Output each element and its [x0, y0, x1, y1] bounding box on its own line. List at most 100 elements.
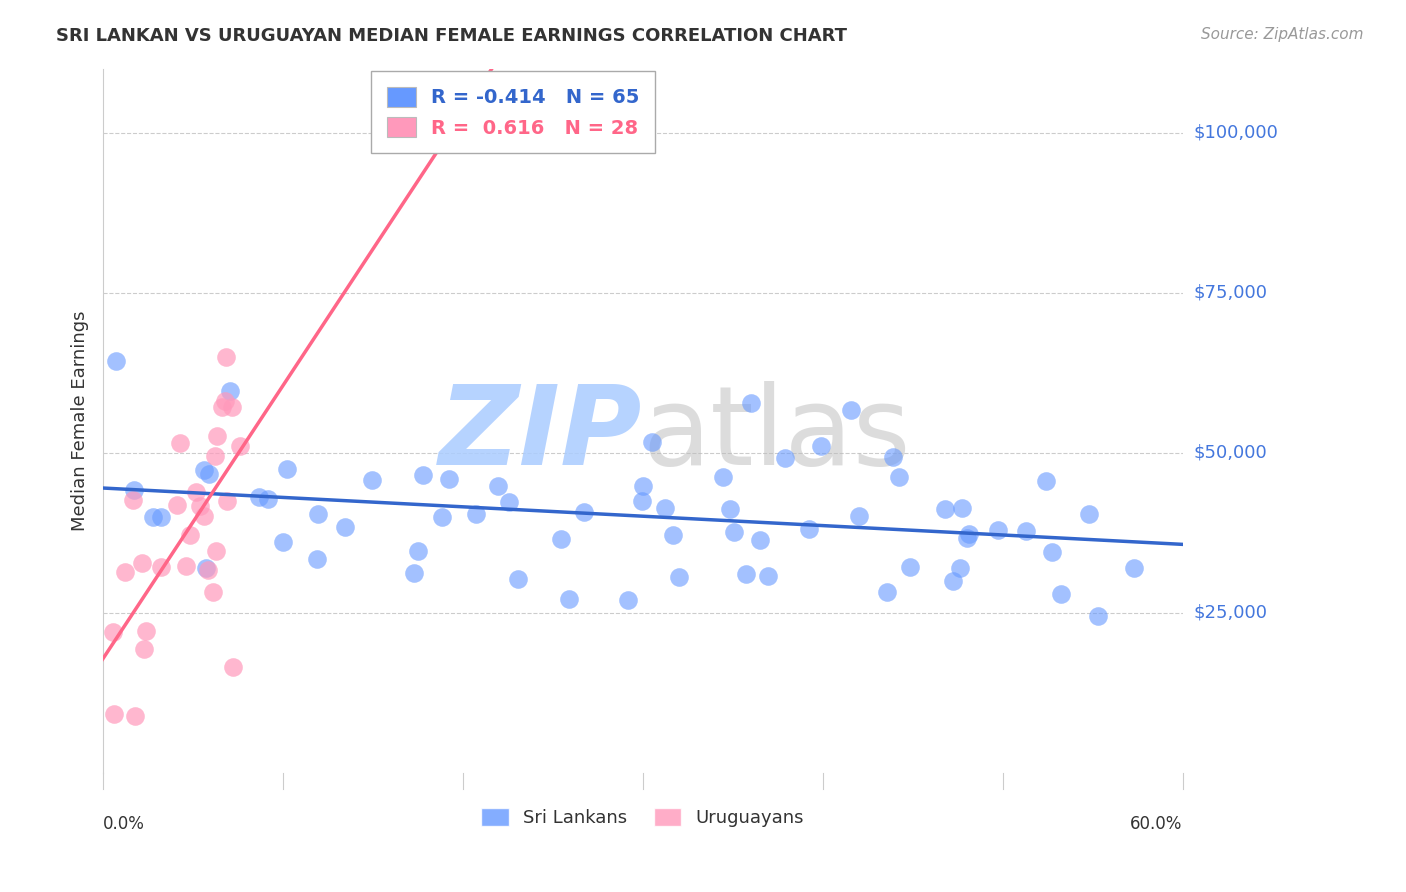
Point [718, 502, 741, 516]
Point [194, 561, 217, 575]
Point [184, 484, 207, 499]
Point [641, 435, 664, 450]
Point [122, 492, 145, 507]
Point [135, 624, 157, 639]
Point [188, 499, 211, 513]
Point [105, 354, 128, 368]
Point [103, 707, 125, 722]
Text: $75,000: $75,000 [1194, 284, 1268, 301]
Text: $25,000: $25,000 [1194, 604, 1268, 622]
Point [222, 660, 245, 674]
Point [934, 502, 956, 516]
Point [124, 708, 146, 723]
Point [221, 400, 243, 414]
Point [956, 531, 979, 545]
Point [1040, 544, 1063, 558]
Point [257, 491, 280, 506]
Point [412, 467, 434, 482]
Point [839, 403, 862, 417]
Point [205, 429, 228, 443]
Text: ZIP: ZIP [439, 381, 643, 488]
Text: $50,000: $50,000 [1194, 443, 1267, 462]
Point [193, 508, 215, 523]
Point [1035, 474, 1057, 488]
Point [229, 439, 252, 453]
Point [103, 624, 125, 639]
Point [756, 569, 779, 583]
Point [179, 528, 201, 542]
Point [617, 592, 640, 607]
Point [402, 566, 425, 580]
Point [950, 500, 973, 515]
Point [464, 508, 486, 522]
Point [631, 479, 654, 493]
Point [949, 560, 972, 574]
Point [734, 566, 756, 581]
Text: Source: ZipAtlas.com: Source: ZipAtlas.com [1201, 27, 1364, 42]
Point [942, 574, 965, 588]
Point [211, 400, 233, 414]
Point [219, 384, 242, 399]
Point [437, 472, 460, 486]
Point [307, 507, 329, 521]
Point [361, 474, 384, 488]
Point [711, 469, 734, 483]
Point [723, 525, 745, 540]
Text: 60.0%: 60.0% [1130, 815, 1182, 833]
Point [1050, 587, 1073, 601]
Point [882, 450, 904, 465]
Point [987, 523, 1010, 537]
Point [215, 350, 238, 364]
Point [149, 509, 172, 524]
Y-axis label: Median Female Earnings: Median Female Earnings [72, 310, 89, 531]
Point [550, 533, 572, 547]
Point [572, 505, 595, 519]
Point [214, 394, 236, 409]
Point [333, 520, 356, 534]
Point [276, 462, 298, 476]
Point [848, 509, 870, 524]
Point [668, 570, 690, 584]
Point [1077, 507, 1099, 521]
Point [217, 494, 239, 508]
Point [662, 528, 685, 542]
Point [132, 642, 155, 657]
Point [1015, 524, 1038, 538]
Point [432, 510, 454, 524]
Point [799, 522, 821, 536]
Text: SRI LANKAN VS URUGUAYAN MEDIAN FEMALE EARNINGS CORRELATION CHART: SRI LANKAN VS URUGUAYAN MEDIAN FEMALE EA… [56, 27, 848, 45]
Point [247, 490, 270, 504]
Point [204, 449, 226, 463]
Point [887, 470, 910, 484]
Point [114, 565, 136, 579]
Point [810, 439, 832, 453]
Point [169, 435, 191, 450]
Text: atlas: atlas [643, 381, 911, 488]
Point [197, 563, 219, 577]
Point [957, 527, 980, 541]
Point [149, 559, 172, 574]
Point [131, 556, 153, 570]
Point [773, 450, 796, 465]
Text: $100,000: $100,000 [1194, 123, 1278, 142]
Point [1087, 609, 1109, 624]
Point [749, 533, 772, 547]
Point [305, 552, 328, 566]
Point [740, 396, 762, 410]
Point [193, 463, 215, 477]
Point [122, 483, 145, 498]
Point [205, 543, 228, 558]
Point [406, 544, 429, 558]
Point [486, 479, 509, 493]
Legend: Sri Lankans, Uruguayans: Sri Lankans, Uruguayans [474, 800, 811, 834]
Point [198, 467, 221, 482]
Point [166, 498, 188, 512]
Point [631, 493, 654, 508]
Point [876, 585, 898, 599]
Point [898, 559, 921, 574]
Point [1122, 561, 1144, 575]
Point [654, 501, 676, 516]
Text: 0.0%: 0.0% [103, 815, 145, 833]
Point [176, 559, 198, 574]
Point [271, 535, 294, 549]
